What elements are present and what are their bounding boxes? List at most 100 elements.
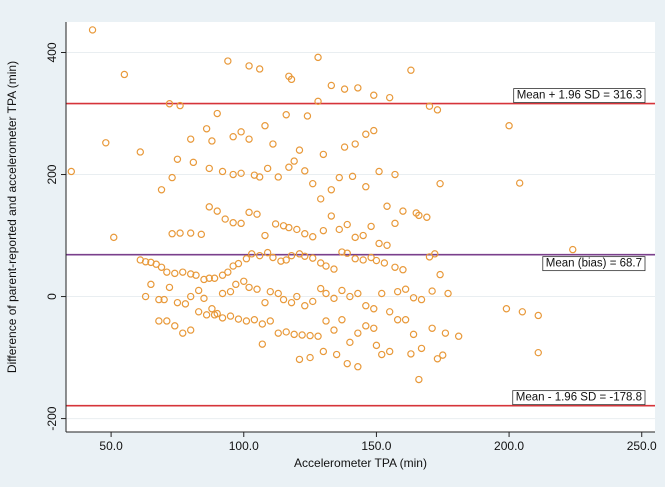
data-point xyxy=(383,241,391,250)
data-point xyxy=(332,350,341,359)
data-point xyxy=(415,211,423,220)
data-point xyxy=(417,344,426,353)
data-point xyxy=(401,285,410,293)
data-point xyxy=(224,57,232,65)
data-point xyxy=(335,225,343,234)
data-point xyxy=(202,311,211,319)
data-point xyxy=(409,294,418,302)
data-point xyxy=(322,289,330,298)
data-point xyxy=(250,316,259,324)
data-point xyxy=(152,260,160,268)
data-point xyxy=(186,292,195,301)
data-point xyxy=(378,350,386,359)
data-point xyxy=(163,268,171,276)
data-point xyxy=(237,169,245,178)
data-point xyxy=(186,229,195,237)
reference-label-text: Mean (bias) = 68.7 xyxy=(546,258,642,270)
data-point xyxy=(385,347,394,356)
data-point xyxy=(269,253,277,262)
y-tick-label: 0 xyxy=(45,293,59,300)
data-point xyxy=(176,101,184,110)
data-point xyxy=(120,70,129,79)
data-point xyxy=(287,251,296,260)
data-point xyxy=(269,140,277,148)
axes: 50.0 100.0 150.0 200.0 250.0 -200 0 200 400 xyxy=(45,22,657,453)
data-point xyxy=(351,233,359,242)
data-point xyxy=(141,292,150,301)
data-point xyxy=(346,292,354,301)
data-point xyxy=(194,308,203,316)
data-point xyxy=(370,324,378,332)
data-point xyxy=(330,265,338,273)
data-point xyxy=(208,305,216,313)
data-point xyxy=(298,331,306,339)
data-point xyxy=(433,355,442,363)
reference-label-text: Mean + 1.96 SD = 316.3 xyxy=(517,90,642,102)
data-point xyxy=(186,270,195,278)
data-point xyxy=(282,328,290,336)
data-point xyxy=(290,330,298,339)
data-point xyxy=(385,308,394,316)
data-point xyxy=(569,245,577,254)
data-point xyxy=(200,294,208,303)
data-point xyxy=(171,269,179,278)
data-point xyxy=(534,348,542,357)
reference-label-box xyxy=(512,390,646,406)
data-point xyxy=(338,248,346,256)
data-point xyxy=(240,277,248,286)
data-point xyxy=(317,195,325,203)
data-point xyxy=(221,215,229,223)
data-point xyxy=(431,250,439,258)
plot-area xyxy=(66,22,655,432)
data-point xyxy=(189,158,198,167)
data-point xyxy=(359,256,367,264)
data-point xyxy=(354,84,362,92)
data-point xyxy=(301,302,309,310)
data-point xyxy=(428,324,436,332)
data-point xyxy=(229,219,237,227)
data-point xyxy=(173,298,182,307)
data-point xyxy=(173,155,182,163)
data-point xyxy=(157,263,166,271)
data-point xyxy=(88,26,97,34)
data-point xyxy=(186,135,195,143)
data-point xyxy=(253,285,261,293)
data-point xyxy=(399,207,407,215)
data-point xyxy=(436,179,444,188)
data-point xyxy=(234,315,243,323)
data-point xyxy=(245,62,253,70)
data-point xyxy=(417,295,426,304)
y-tick-label: 200 xyxy=(45,164,59,184)
data-point xyxy=(179,329,187,337)
reference-label-box xyxy=(542,256,646,272)
data-point xyxy=(391,170,399,179)
data-point xyxy=(515,179,524,187)
data-point xyxy=(393,316,402,324)
data-point xyxy=(306,331,314,340)
data-point xyxy=(330,326,338,334)
data-point xyxy=(309,254,317,262)
data-point xyxy=(314,332,322,340)
data-point xyxy=(258,340,267,348)
data-point xyxy=(176,229,184,237)
y-axis-title: Difference of parent-reported and accele… xyxy=(5,61,19,373)
data-point xyxy=(157,186,166,194)
data-point xyxy=(155,317,163,325)
data-point xyxy=(263,248,272,257)
data-point xyxy=(370,91,378,99)
data-point xyxy=(354,289,362,298)
x-tick-label: 200.0 xyxy=(494,439,524,453)
data-point xyxy=(165,283,174,292)
data-point xyxy=(266,317,274,325)
data-point xyxy=(301,252,309,260)
data-point xyxy=(229,133,237,141)
data-point xyxy=(338,286,346,295)
data-point xyxy=(314,97,322,106)
data-point xyxy=(375,239,383,248)
data-point xyxy=(309,179,317,188)
data-point xyxy=(255,65,264,73)
data-point xyxy=(224,268,232,276)
data-point xyxy=(343,220,351,229)
data-point xyxy=(255,173,264,181)
